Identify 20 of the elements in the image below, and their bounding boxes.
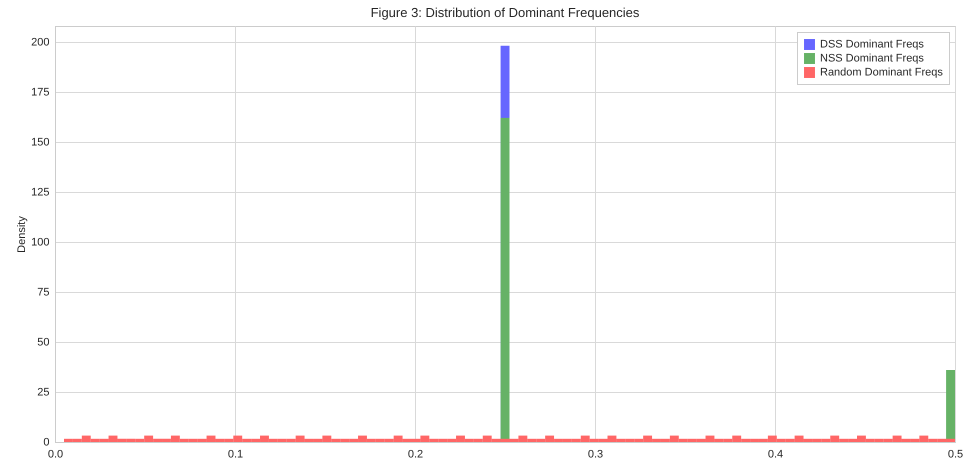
y-tick-label: 150	[31, 136, 50, 148]
y-tick-label: 200	[31, 36, 50, 48]
x-tick-label: 0.5	[948, 448, 964, 460]
y-tick-label: 0	[43, 436, 50, 448]
y-tick-label: 50	[37, 336, 50, 348]
y-tick-label: 100	[31, 236, 50, 248]
legend-label: DSS Dominant Freqs	[820, 38, 924, 50]
x-tick-label: 0.4	[768, 448, 784, 460]
x-tick-label: 0.3	[588, 448, 604, 460]
y-tick-label: 25	[37, 386, 50, 398]
x-tick-label: 0.2	[408, 448, 424, 460]
y-tick-label: 125	[31, 186, 50, 198]
chart-title: Figure 3: Distribution of Dominant Frequencies	[370, 5, 640, 20]
y-axis-title: Density	[16, 216, 28, 253]
x-tick-label: 0.1	[228, 448, 244, 460]
legend-label: NSS Dominant Freqs	[820, 52, 924, 64]
y-tick-label: 75	[37, 286, 50, 298]
legend-label: Random Dominant Freqs	[820, 66, 944, 78]
y-tick-label: 175	[31, 86, 50, 98]
x-tick-label: 0.0	[48, 448, 64, 460]
